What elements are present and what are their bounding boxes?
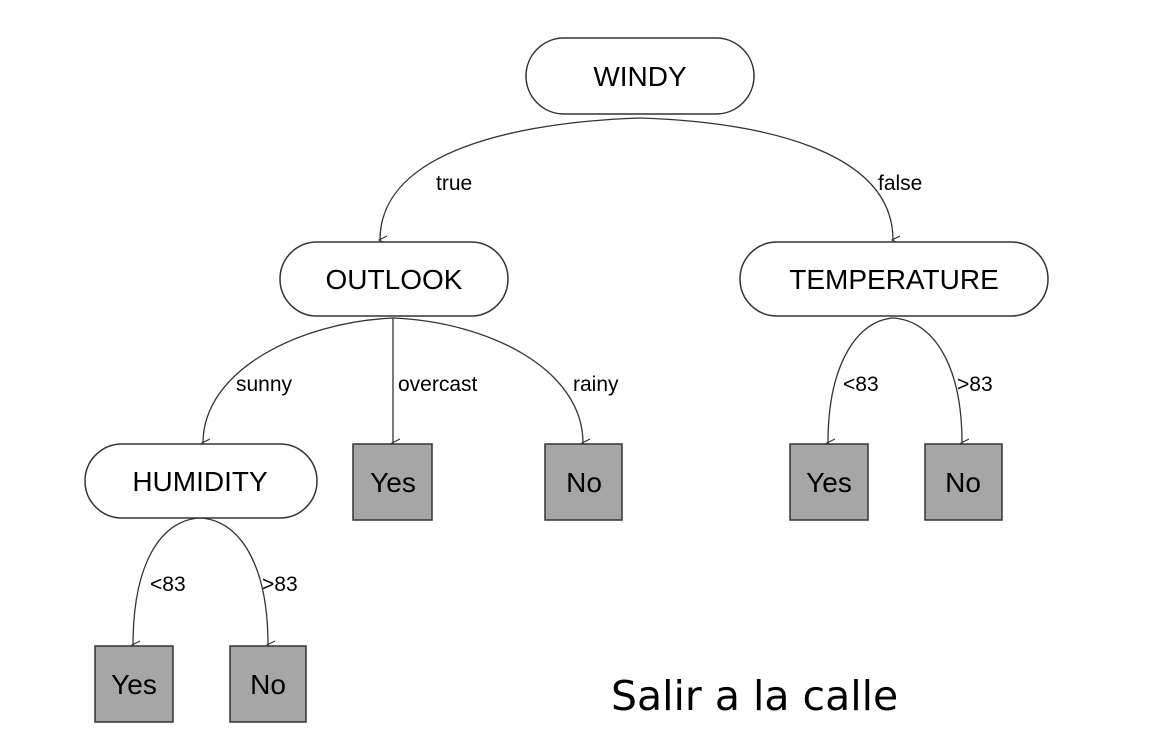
node-windy-label: WINDY: [593, 61, 687, 92]
edge-label-false: false: [878, 172, 922, 195]
node-outlook: OUTLOOK: [279, 241, 509, 317]
node-outlook-label: OUTLOOK: [326, 264, 463, 295]
leaf-temperature-lt-label: Yes: [806, 467, 852, 498]
edge-temp-lt: [828, 317, 894, 443]
edge-label-overcast: overcast: [398, 373, 478, 396]
leaf-temperature-gt: No: [924, 443, 1003, 521]
edge-temp-gt: [892, 317, 962, 443]
node-humidity: HUMIDITY: [84, 443, 318, 519]
leaf-temperature-lt: Yes: [789, 443, 869, 521]
edge-label-temp-gt: >83: [957, 373, 993, 396]
edge-outlook-sunny: [203, 317, 394, 443]
leaf-outlook-overcast-label: Yes: [370, 467, 416, 498]
edge-outlook-rainy: [392, 317, 583, 443]
leaf-outlook-rainy: No: [544, 443, 623, 521]
node-temperature: TEMPERATURE: [739, 241, 1049, 317]
edge-humidity-lt: [133, 517, 201, 645]
node-humidity-label: HUMIDITY: [132, 466, 268, 497]
leaf-outlook-rainy-label: No: [566, 467, 602, 498]
leaf-humidity-lt-label: Yes: [111, 669, 157, 700]
edge-label-humidity-gt: >83: [262, 573, 298, 596]
leaf-temperature-gt-label: No: [945, 467, 981, 498]
edge-label-temp-lt: <83: [843, 373, 879, 396]
leaf-humidity-gt-label: No: [250, 669, 286, 700]
diagram-caption: Salir a la calle: [611, 672, 899, 720]
leaf-outlook-overcast: Yes: [352, 443, 433, 521]
leaf-humidity-gt: No: [229, 645, 307, 723]
leaf-humidity-lt: Yes: [94, 645, 174, 723]
edge-label-sunny: sunny: [236, 373, 293, 396]
node-windy: WINDY: [525, 37, 755, 115]
edge-humidity-gt: [199, 517, 268, 645]
edge-windy-false: [639, 117, 893, 240]
edge-label-true: true: [436, 172, 472, 195]
node-temperature-label: TEMPERATURE: [789, 264, 999, 295]
edge-label-humidity-lt: <83: [150, 573, 186, 596]
edge-windy-true: [380, 117, 641, 240]
edge-label-rainy: rainy: [573, 373, 619, 396]
